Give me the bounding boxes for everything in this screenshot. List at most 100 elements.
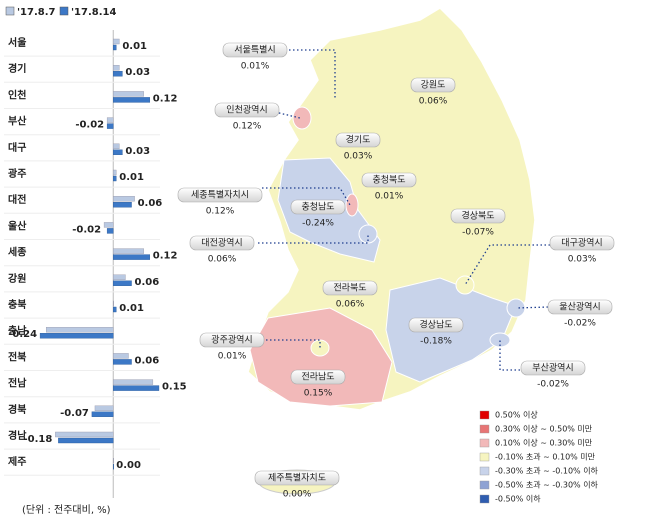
category-label: 광주 <box>8 168 26 180</box>
category-label: 경북 <box>8 403 26 416</box>
busan <box>489 332 511 348</box>
bar <box>113 149 123 156</box>
bar <box>113 248 144 254</box>
bar <box>106 123 114 129</box>
legend-label: '17.8.14 <box>71 7 116 18</box>
region-name: 서울특별시 <box>234 45 275 56</box>
value-label: 0.01 <box>119 172 144 183</box>
region-box <box>322 280 378 296</box>
region-value: 0.03% <box>568 255 597 265</box>
bar <box>39 333 114 339</box>
category-label: 충남 <box>8 324 27 337</box>
region-box <box>222 42 288 58</box>
value-label: 0.03 <box>125 67 150 78</box>
bar <box>113 280 132 286</box>
bar <box>113 91 144 97</box>
bar <box>113 274 126 280</box>
region-box <box>335 132 381 148</box>
region-value: 0.01% <box>218 352 247 362</box>
legend-label: -0.10% 초과 ~ 0.10% 미만 <box>495 453 596 462</box>
region-box <box>361 172 417 188</box>
legend-swatch <box>59 6 69 16</box>
region-value: 0.06% <box>419 97 448 107</box>
region-name: 충청북도 <box>372 175 405 186</box>
legend-label: 0.10% 이상 ~ 0.30% 미만 <box>495 438 593 448</box>
region-name: 광주광역시 <box>211 334 252 346</box>
leader <box>258 234 369 244</box>
legend-swatch <box>479 452 490 462</box>
bar <box>113 300 114 307</box>
region-name: 경상북도 <box>461 210 494 222</box>
region-box <box>408 317 464 333</box>
region-name: 경기도 <box>346 134 371 146</box>
bar <box>113 464 114 470</box>
legend-swatch <box>479 480 490 490</box>
category-label: 경기 <box>8 62 26 75</box>
region-box <box>520 360 586 376</box>
bar <box>113 169 117 176</box>
category-label: 제주 <box>8 455 26 468</box>
region-name: 경상남도 <box>419 319 452 331</box>
region-value: -0.02% <box>537 380 569 390</box>
leader <box>464 244 550 286</box>
category-label: 울산 <box>8 219 27 232</box>
region-value: 0.01% <box>375 192 404 202</box>
bar <box>113 44 117 51</box>
jeonnam <box>249 307 393 407</box>
bar <box>113 38 120 45</box>
bar <box>113 353 129 359</box>
bar <box>45 327 114 333</box>
value-label: 0.06 <box>135 355 160 366</box>
category-label: 강원 <box>8 272 26 285</box>
category-label: 충북 <box>8 298 26 311</box>
legend-label: -0.30% 초과 ~ -0.10% 이하 <box>495 466 599 476</box>
region-box <box>290 199 346 215</box>
category-label: 전북 <box>8 350 26 363</box>
bar <box>113 97 151 103</box>
category-label: 서울 <box>8 36 26 49</box>
region-value: 0.00% <box>283 490 312 500</box>
region-value: -0.02% <box>564 319 596 329</box>
value-label: 0.01 <box>122 41 147 52</box>
region-box <box>199 332 265 348</box>
value-label: 0.01 <box>119 303 144 314</box>
region-name: 강원도 <box>421 80 446 91</box>
legend-swatch <box>479 438 490 448</box>
legend-label: '17.8.7 <box>17 7 56 18</box>
bar <box>113 359 132 365</box>
region-box <box>410 77 456 93</box>
unit-note: (단위 : 전주대비, %) <box>22 503 111 516</box>
bar <box>113 201 132 208</box>
region-value: 0.12% <box>233 122 262 132</box>
legend-label: 0.30% 이상 ~ 0.50% 미만 <box>495 424 593 434</box>
region-value: 0.03% <box>344 152 373 162</box>
category-label: 인천 <box>8 88 26 101</box>
value-label: -0.02 <box>75 120 104 131</box>
incheon <box>292 106 312 130</box>
region-value: -0.07% <box>462 228 494 238</box>
bar <box>91 411 114 417</box>
bar <box>113 379 154 385</box>
category-label: 대전 <box>8 193 26 206</box>
region-value: -0.18% <box>420 337 452 347</box>
bar <box>113 175 117 182</box>
daejeon <box>358 224 378 244</box>
bar <box>106 117 114 123</box>
value-label: 0.00 <box>116 460 141 471</box>
region-box <box>290 369 346 385</box>
category-label: 부산 <box>8 115 27 128</box>
sejong <box>345 193 359 217</box>
bar <box>113 70 123 77</box>
bar <box>113 458 114 464</box>
bar <box>113 254 151 260</box>
leader <box>258 339 321 348</box>
region-value: 0.01% <box>241 62 270 72</box>
leader <box>499 340 520 371</box>
value-label: 0.12 <box>153 251 178 262</box>
region-value: 0.15% <box>304 389 333 399</box>
value-label: -0.02 <box>72 224 101 235</box>
value-label: -0.07 <box>60 408 89 419</box>
bar <box>113 385 160 391</box>
value-label: 0.06 <box>135 277 160 288</box>
